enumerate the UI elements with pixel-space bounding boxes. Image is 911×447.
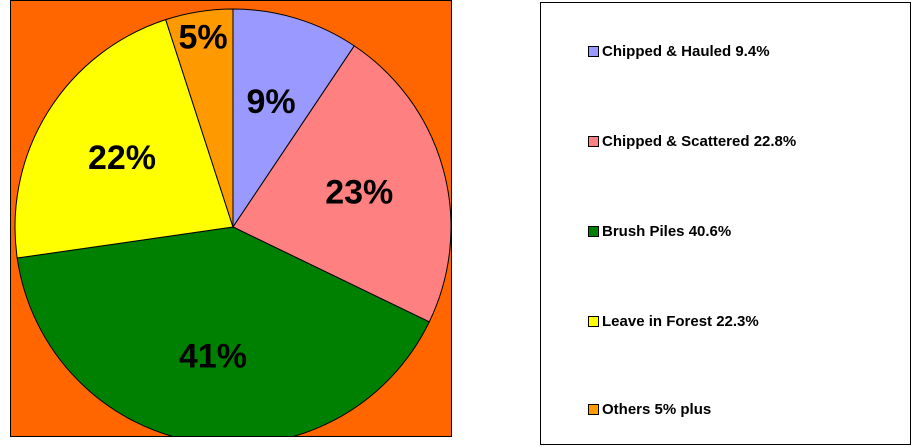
legend-item: Brush Piles 40.6% (588, 223, 731, 240)
legend-label: Leave in Forest 22.3% (602, 313, 759, 330)
legend-item: Others 5% plus (588, 401, 711, 418)
slice-data-label: 5% (178, 19, 227, 57)
legend-swatch (588, 136, 599, 147)
pie-chart: 9% 23% 41% 22% 5% (11, 1, 451, 436)
pie-chart-panel: 9% 23% 41% 22% 5% (10, 0, 452, 437)
legend-label: Chipped & Hauled 9.4% (602, 43, 770, 60)
legend-item: Chipped & Scattered 22.8% (588, 133, 796, 150)
slice-data-label: 22% (88, 139, 156, 177)
legend-label: Chipped & Scattered 22.8% (602, 133, 796, 150)
slice-data-label: 9% (246, 83, 295, 121)
slice-data-label: 41% (179, 337, 247, 375)
slice-data-label: 23% (325, 174, 393, 212)
legend-item: Leave in Forest 22.3% (588, 313, 759, 330)
legend-swatch (588, 226, 599, 237)
legend: Chipped & Hauled 9.4% Chipped & Scattered… (540, 2, 911, 445)
legend-swatch (588, 404, 599, 415)
legend-swatch (588, 316, 599, 327)
legend-item: Chipped & Hauled 9.4% (588, 43, 770, 60)
legend-label: Brush Piles 40.6% (602, 223, 731, 240)
legend-swatch (588, 46, 599, 57)
legend-label: Others 5% plus (602, 401, 711, 418)
